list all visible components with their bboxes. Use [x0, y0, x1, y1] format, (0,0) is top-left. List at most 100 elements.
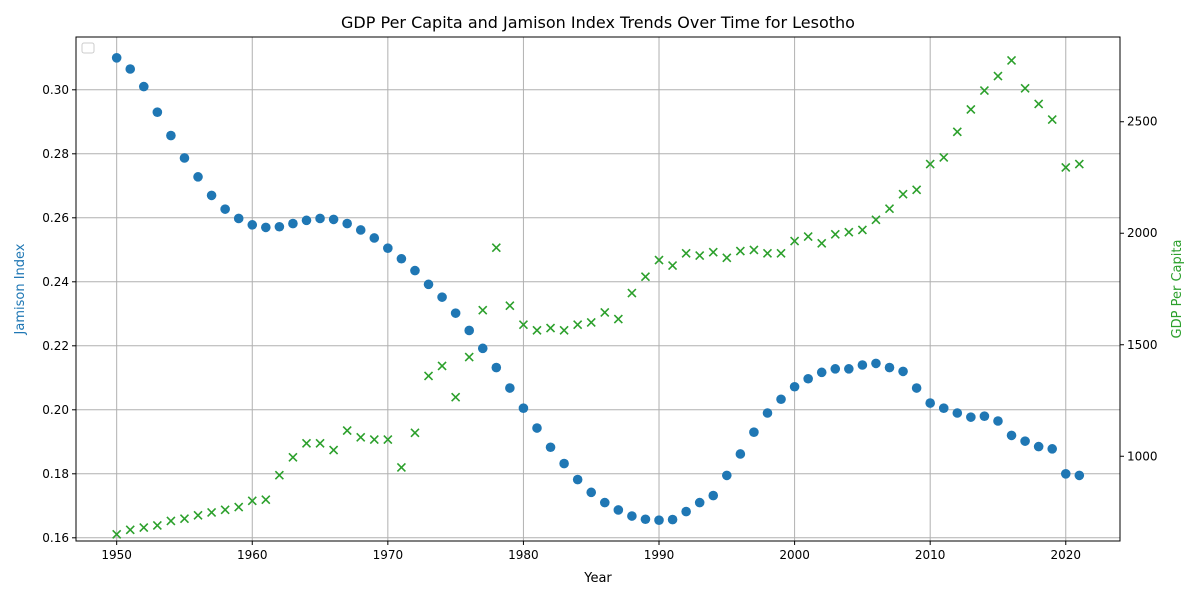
gdp-point: [817, 238, 827, 248]
jamison-point: [355, 225, 366, 235]
y-right-tick-label: 2000: [1127, 226, 1158, 240]
jamison-point: [383, 243, 393, 253]
jamison-point: [288, 218, 298, 229]
y-left-tick-label: 0.26: [42, 211, 69, 225]
gdp-point: [898, 189, 908, 199]
jamison-point: [993, 416, 1003, 426]
gdp-point: [668, 261, 678, 271]
gdp-point: [762, 248, 773, 258]
jamison-point: [572, 474, 583, 485]
y-left-tick-label: 0.20: [42, 403, 69, 417]
jamison-index-series: [111, 53, 1085, 525]
y-right-tick-label: 1500: [1127, 338, 1158, 352]
jamison-point: [871, 358, 881, 369]
jamison-point: [1033, 441, 1044, 452]
gdp-point: [152, 520, 162, 530]
gdp-point: [722, 253, 732, 263]
y-left-tick-label: 0.22: [42, 339, 69, 353]
jamison-point: [938, 403, 949, 414]
right-y-axis-label: GDP Per Capita: [1170, 240, 1185, 339]
jamison-point: [410, 265, 420, 276]
gdp-point: [912, 185, 922, 195]
gdp-point: [844, 227, 854, 237]
jamison-point: [722, 470, 732, 481]
jamison-point: [206, 190, 217, 201]
gdp-point: [139, 523, 149, 533]
gdp-point: [491, 243, 501, 253]
gdp-point: [1020, 83, 1030, 93]
gdp-point: [410, 428, 420, 438]
jamison-point: [762, 408, 773, 418]
gdp-per-capita-series: [112, 55, 1084, 539]
gdp-point: [193, 510, 203, 520]
jamison-point: [545, 442, 556, 453]
jamison-point: [369, 233, 380, 243]
jamison-point: [233, 213, 244, 224]
jamison-point: [396, 253, 407, 264]
x-tick-label: 1980: [508, 548, 539, 562]
x-tick-label: 1960: [237, 548, 268, 562]
gdp-point: [640, 272, 651, 282]
jamison-point: [708, 490, 719, 501]
jamison-point: [640, 514, 651, 525]
jamison-point: [152, 107, 163, 117]
gdp-point: [1061, 162, 1071, 173]
gdp-point: [776, 248, 786, 258]
jamison-point: [111, 53, 122, 63]
gdp-point: [1047, 114, 1057, 125]
gdp-point: [301, 438, 312, 448]
jamison-point: [166, 130, 176, 141]
gdp-point: [586, 317, 596, 328]
gdp-point: [939, 152, 949, 162]
jamison-point: [844, 364, 854, 374]
jamison-point: [138, 81, 149, 92]
jamison-point: [911, 383, 922, 393]
gdp-point: [1074, 159, 1084, 169]
jamison-point: [627, 511, 637, 521]
gdp-point: [871, 215, 881, 225]
jamison-point: [979, 411, 990, 422]
jamison-point: [559, 458, 569, 469]
jamison-point: [735, 449, 746, 459]
y-left-tick-label: 0.24: [42, 275, 69, 289]
gdp-point: [464, 352, 474, 362]
gdp-point: [451, 392, 461, 402]
gdp-point: [369, 434, 379, 445]
gdp-point: [288, 452, 298, 462]
gdp-point: [695, 250, 705, 261]
jamison-point: [315, 213, 325, 224]
gdp-point: [342, 426, 352, 436]
gdp-point: [234, 502, 244, 512]
gdp-point: [518, 320, 528, 330]
jamison-point: [261, 222, 271, 233]
jamison-point: [884, 362, 895, 373]
x-axis-label: Year: [583, 571, 612, 586]
jamison-point: [1074, 470, 1085, 481]
gdp-point: [1034, 99, 1044, 109]
jamison-point: [776, 394, 786, 405]
gdp-point: [627, 288, 637, 298]
jamison-point: [450, 308, 461, 318]
gdp-point: [437, 361, 447, 371]
gdp-point: [532, 325, 542, 335]
gdp-point: [681, 248, 691, 258]
jamison-point: [179, 153, 190, 163]
gdp-point: [735, 246, 745, 256]
jamison-point: [966, 412, 976, 422]
chart-title: GDP Per Capita and Jamison Index Trends …: [341, 13, 855, 32]
y-left-tick-label: 0.28: [42, 147, 69, 161]
gdp-point: [112, 529, 122, 539]
x-tick-label: 1950: [101, 548, 132, 562]
jamison-point: [342, 218, 352, 229]
y-left-tick-label: 0.30: [42, 83, 69, 97]
gdp-point: [993, 71, 1003, 81]
jamison-point: [220, 204, 230, 214]
gdp-point: [247, 496, 257, 506]
gdp-point: [220, 505, 230, 515]
plot-frame: [75, 36, 1121, 542]
gdp-point: [613, 314, 623, 324]
gdp-point: [545, 323, 556, 333]
gdp-point: [925, 159, 935, 169]
jamison-point: [952, 408, 963, 418]
